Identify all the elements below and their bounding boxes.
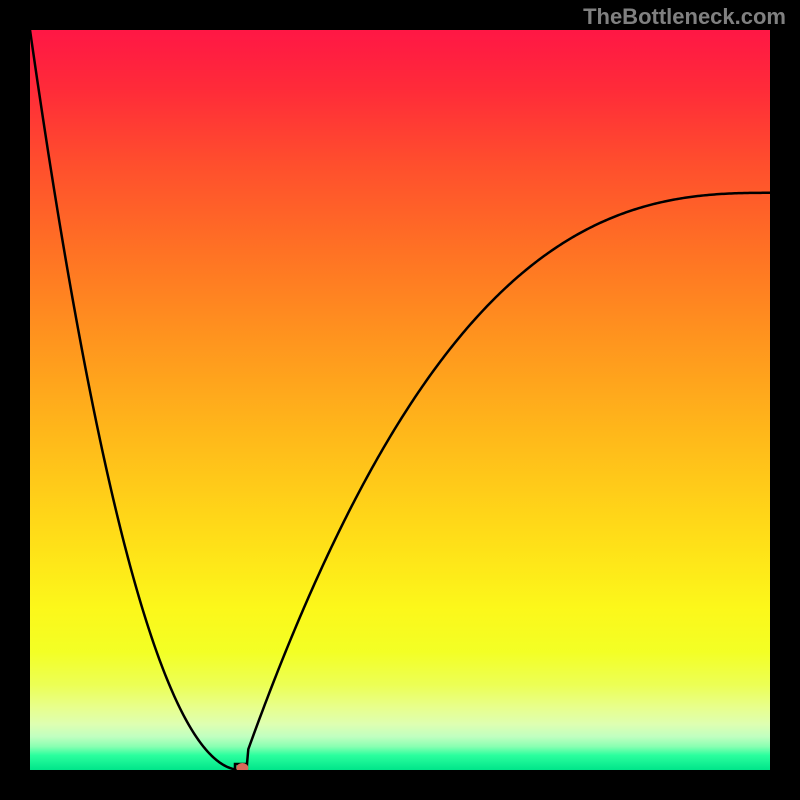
plot-area xyxy=(30,30,770,770)
bottleneck-chart xyxy=(0,0,800,800)
watermark-label: TheBottleneck.com xyxy=(583,4,786,30)
chart-container: TheBottleneck.com xyxy=(0,0,800,800)
